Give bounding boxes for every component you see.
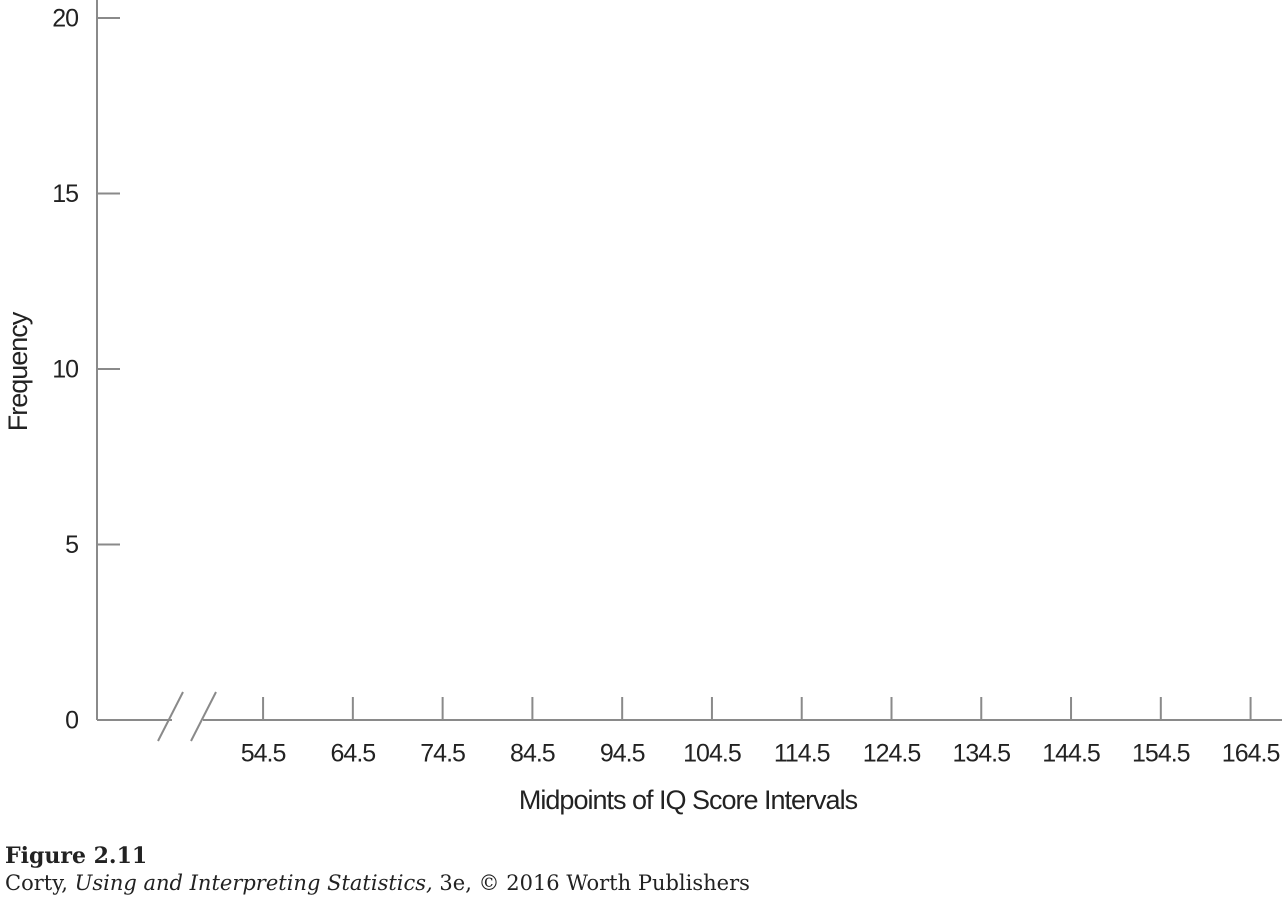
y-tick-label: 20 xyxy=(52,5,78,33)
y-tick-label: 5 xyxy=(65,531,78,559)
y-tick-label: 10 xyxy=(52,356,78,384)
axis-break xyxy=(190,691,217,742)
x-tick-label: 164.5 xyxy=(1222,740,1280,768)
x-tick-label: 104.5 xyxy=(683,740,741,768)
x-tick-label: 154.5 xyxy=(1132,740,1190,768)
x-tick-label: 54.5 xyxy=(241,740,286,768)
x-tick-label: 74.5 xyxy=(420,740,465,768)
x-tick-label: 64.5 xyxy=(331,740,376,768)
y-tick-label: 0 xyxy=(65,707,78,735)
figure-number: Figure 2.11 xyxy=(5,843,147,869)
y-tick-label: 15 xyxy=(52,180,78,208)
x-tick-label: 144.5 xyxy=(1042,740,1100,768)
credit-rest: 3e, © 2016 Worth Publishers xyxy=(439,871,750,895)
credit-title: Using and Interpreting Statistics, xyxy=(75,871,433,895)
x-axis-label: Midpoints of IQ Score Intervals xyxy=(519,785,858,815)
axis-break xyxy=(157,691,184,742)
y-axis-label: Frequency xyxy=(3,311,33,431)
x-tick-label: 94.5 xyxy=(600,740,645,768)
x-tick-label: 134.5 xyxy=(952,740,1010,768)
credit: Corty, Using and Interpreting Statistics… xyxy=(5,871,750,895)
x-tick-label: 84.5 xyxy=(510,740,555,768)
x-tick-label: 114.5 xyxy=(774,740,830,768)
credit-author: Corty, xyxy=(5,871,68,895)
x-tick-label: 124.5 xyxy=(863,740,921,768)
